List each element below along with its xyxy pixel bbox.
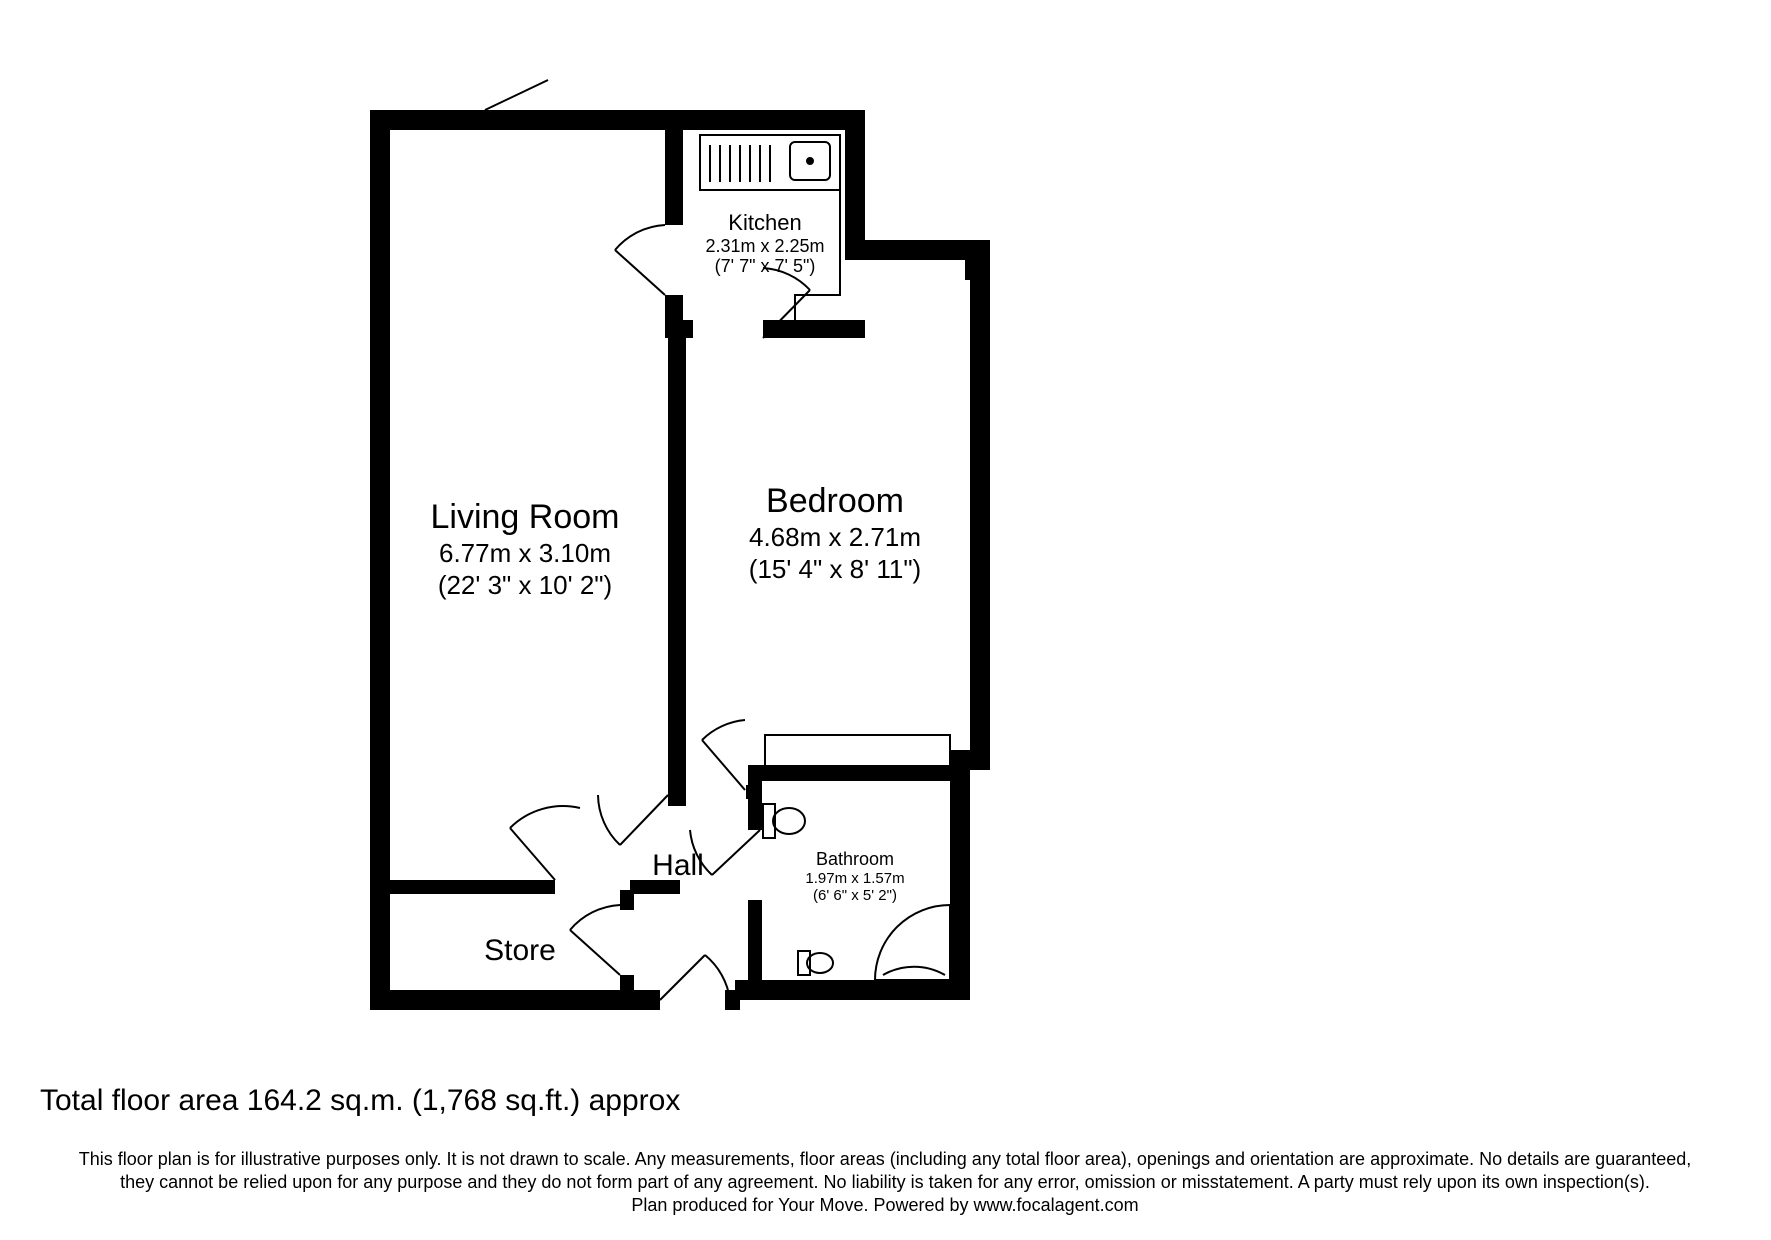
living-room-dims-ft: (22' 3" x 10' 2") [438,570,612,600]
hall-name: Hall [652,849,704,882]
disclaimer-line-3: Plan produced for Your Move. Powered by … [631,1195,1138,1215]
kitchen-dims-ft: (7' 7" x 7' 5") [715,256,816,276]
kitchen-name: Kitchen [728,210,801,235]
living-room-dims-m: 6.77m x 3.10m [439,538,611,568]
bathroom-dims-m: 1.97m x 1.57m [805,870,904,887]
kitchen-dims-m: 2.31m x 2.25m [705,236,824,256]
disclaimer-line-1: This floor plan is for illustrative purp… [79,1149,1692,1169]
bedroom-name: Bedroom [766,482,904,520]
disclaimer-line-2: they cannot be relied upon for any purpo… [120,1172,1650,1192]
footer: Total floor area 164.2 sq.m. (1,768 sq.f… [40,1084,1691,1215]
living-room-name: Living Room [431,498,620,536]
bedroom-dims-ft: (15' 4" x 8' 11") [749,554,921,584]
floorplan-canvas: Living Room 6.77m x 3.10m (22' 3" x 10' … [0,0,1771,1240]
bedroom-dims-m: 4.68m x 2.71m [749,522,921,552]
total-area: Total floor area 164.2 sq.m. (1,768 sq.f… [40,1084,680,1117]
bathroom-dims-ft: (6' 6" x 5' 2") [813,887,897,904]
bathroom-name: Bathroom [816,849,894,869]
store-name: Store [484,934,556,967]
